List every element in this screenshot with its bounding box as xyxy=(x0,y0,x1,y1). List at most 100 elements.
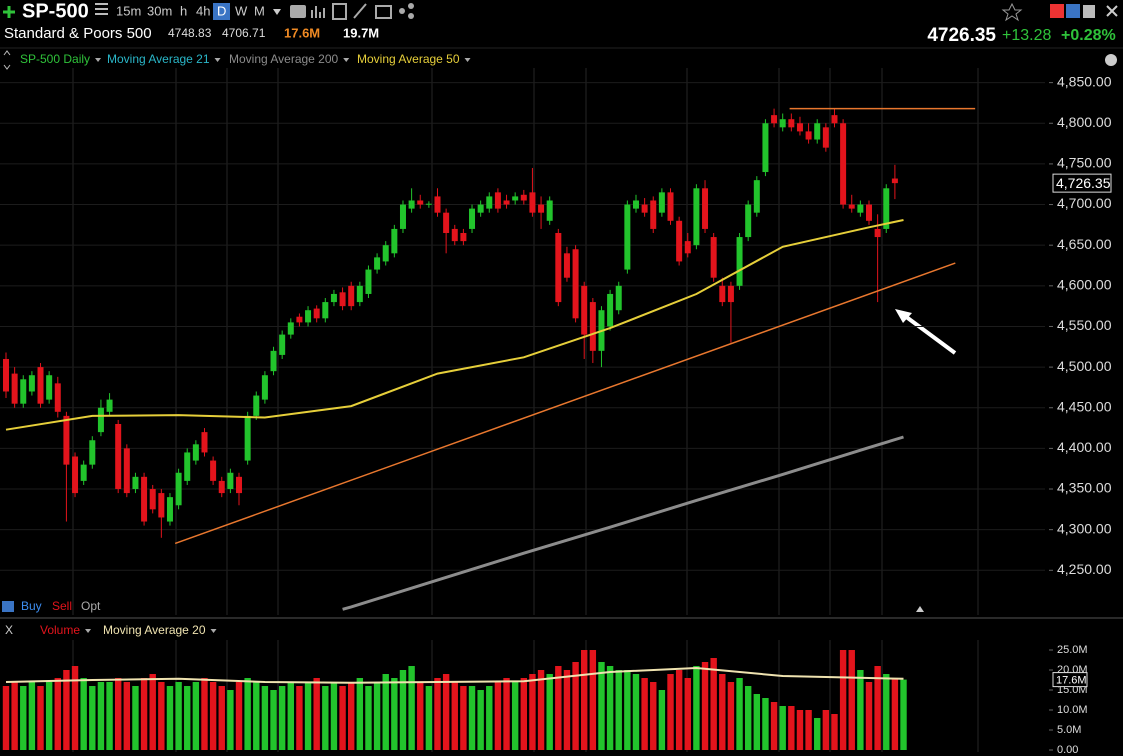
y-tick-label: 4,700.00 xyxy=(1057,195,1112,211)
candle-body xyxy=(72,456,79,494)
candle-body xyxy=(874,228,881,238)
volume-bar xyxy=(97,682,105,750)
list-icon[interactable] xyxy=(95,3,108,15)
volume-bar xyxy=(494,682,502,750)
candle-body xyxy=(3,358,9,392)
y-tick-label: 4,550.00 xyxy=(1057,317,1112,333)
volume-bar xyxy=(770,702,778,750)
volume-bar xyxy=(28,682,36,750)
tool-icon[interactable] xyxy=(290,5,306,18)
bars-icon[interactable] xyxy=(311,6,325,18)
y-tick-label: 4,450.00 xyxy=(1057,398,1112,414)
candle-body xyxy=(11,373,18,404)
volume-bar xyxy=(201,678,208,750)
candle-body xyxy=(28,375,35,392)
candle-body xyxy=(244,415,251,461)
volume-bar xyxy=(727,682,735,750)
legend-toggle[interactable] xyxy=(3,50,11,70)
calc-icon[interactable] xyxy=(332,3,347,20)
legend-entry: SP-500 Daily xyxy=(20,52,90,66)
volume-bar xyxy=(839,650,847,750)
volume-bar xyxy=(537,670,545,750)
interval[interactable]: D xyxy=(217,3,226,18)
candle-body xyxy=(822,127,829,148)
quote-change: +13.28 xyxy=(1002,27,1051,44)
star-icon[interactable] xyxy=(1001,2,1023,22)
candle-body xyxy=(581,285,588,335)
interval[interactable]: 4h xyxy=(196,3,210,18)
trendline xyxy=(174,262,956,545)
social-icon[interactable] xyxy=(1066,4,1080,18)
interval[interactable]: 15m xyxy=(116,3,141,18)
candle-body xyxy=(805,131,812,140)
alert-icon[interactable] xyxy=(1050,4,1064,18)
candle-body xyxy=(184,452,191,481)
volume-bar xyxy=(442,674,450,750)
candle-body xyxy=(572,249,579,319)
interval[interactable]: h xyxy=(180,3,187,18)
candle-body xyxy=(615,285,622,311)
candle-body xyxy=(391,228,398,254)
share-icon[interactable] xyxy=(408,13,414,19)
share-icon[interactable] xyxy=(408,3,414,9)
candle-body xyxy=(227,472,234,490)
interval[interactable]: 30m xyxy=(147,3,172,18)
close-panel[interactable]: X xyxy=(5,623,13,637)
draw-icon[interactable] xyxy=(353,3,367,19)
y-tick-label: 4,250.00 xyxy=(1057,561,1112,577)
candle-body xyxy=(97,407,104,433)
y-tick-label: 4,750.00 xyxy=(1057,155,1112,171)
candle-body xyxy=(814,123,821,140)
candle-body xyxy=(305,310,312,323)
volume-bar xyxy=(468,686,476,750)
volume-bar xyxy=(796,710,804,750)
volume-bar xyxy=(753,694,761,750)
candle-body xyxy=(486,196,493,209)
legend-dropdown xyxy=(95,58,102,62)
legend-entry: Moving Average 20 xyxy=(103,623,206,637)
candle-body xyxy=(356,285,363,303)
candle-body xyxy=(20,379,27,404)
y-tick-label: 5.0M xyxy=(1057,724,1081,736)
image-icon[interactable] xyxy=(375,5,392,19)
volume-bar xyxy=(391,678,398,750)
candle-body xyxy=(37,367,44,404)
interval[interactable]: W xyxy=(235,3,248,18)
interval[interactable]: M xyxy=(254,3,265,18)
buy-button[interactable]: Buy xyxy=(21,599,42,613)
volume-bar xyxy=(218,686,225,750)
sell-button[interactable]: Sell xyxy=(52,599,72,613)
y-tick-label: 10.0M xyxy=(1057,704,1088,716)
close-icon[interactable] xyxy=(1106,5,1118,17)
candle-body xyxy=(63,415,70,465)
volume-bar xyxy=(788,706,795,750)
candle-body xyxy=(443,212,450,233)
candle-body xyxy=(330,293,337,303)
candle-body xyxy=(460,232,467,242)
candle-body xyxy=(762,123,769,173)
symbol[interactable]: SP-500 xyxy=(22,0,89,22)
save-icon[interactable] xyxy=(1083,5,1095,18)
volume-bar xyxy=(322,686,329,750)
volume-bar xyxy=(805,710,812,750)
add-icon[interactable] xyxy=(3,6,15,18)
volume-bar xyxy=(184,686,191,750)
candle-body xyxy=(374,257,381,270)
volume-bar xyxy=(814,718,821,750)
candle-body xyxy=(702,188,709,229)
candle-body xyxy=(589,302,596,351)
volume-bar xyxy=(287,682,294,750)
share-icon[interactable] xyxy=(399,8,405,14)
candle-body xyxy=(866,204,872,221)
dropdown-icon[interactable] xyxy=(273,9,281,15)
volume-bar xyxy=(304,682,312,750)
option-button[interactable]: Opt xyxy=(81,599,101,613)
candle-body xyxy=(399,204,406,229)
candle-body xyxy=(218,480,225,494)
volume-bar xyxy=(132,686,139,750)
volume-bar xyxy=(244,678,251,750)
settings-icon[interactable] xyxy=(1105,54,1117,66)
